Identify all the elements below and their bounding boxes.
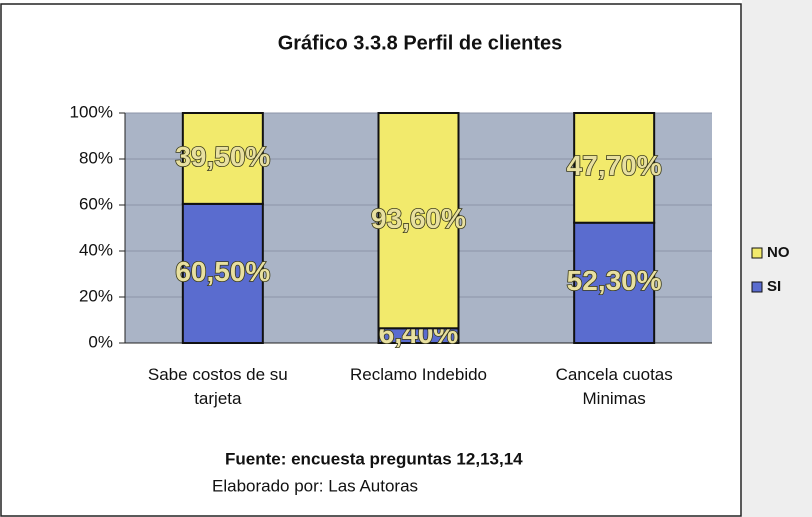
y-tick-label: 100% [70,102,113,121]
y-tick-label: 60% [79,194,113,213]
x-tick-label: Reclamo Indebido [349,365,488,384]
data-label: 39,50% [175,141,270,172]
data-label: 60,50% [175,256,270,287]
legend-swatch [751,281,763,293]
author-note: Elaborado por: Las Autoras [212,476,418,495]
y-tick-label: 20% [79,286,113,305]
legend-label: NO [767,244,790,261]
bar-segment [377,112,460,330]
source-note: Fuente: encuesta preguntas 12,13,14 [225,449,523,468]
bar-segment [573,112,656,224]
chart-title: Gráfico 3.3.8 Perfil de clientes [278,32,563,54]
legend-label: SI [767,278,781,295]
y-tick-label: 40% [79,240,113,259]
x-tick-label: Cancela cuotas Minimas [555,365,673,408]
bar-segment [181,112,264,205]
y-tick-label: 80% [79,148,113,167]
bar-segment [573,221,656,345]
data-label: 93,60% [371,203,466,234]
data-label: 47,70% [567,150,662,181]
bar-segment [181,202,264,344]
y-tick-label: 0% [88,332,113,351]
x-tick-label: Sabe costos de su tarjeta [147,365,288,408]
data-label: 52,30% [567,265,662,296]
legend-swatch [751,247,763,259]
